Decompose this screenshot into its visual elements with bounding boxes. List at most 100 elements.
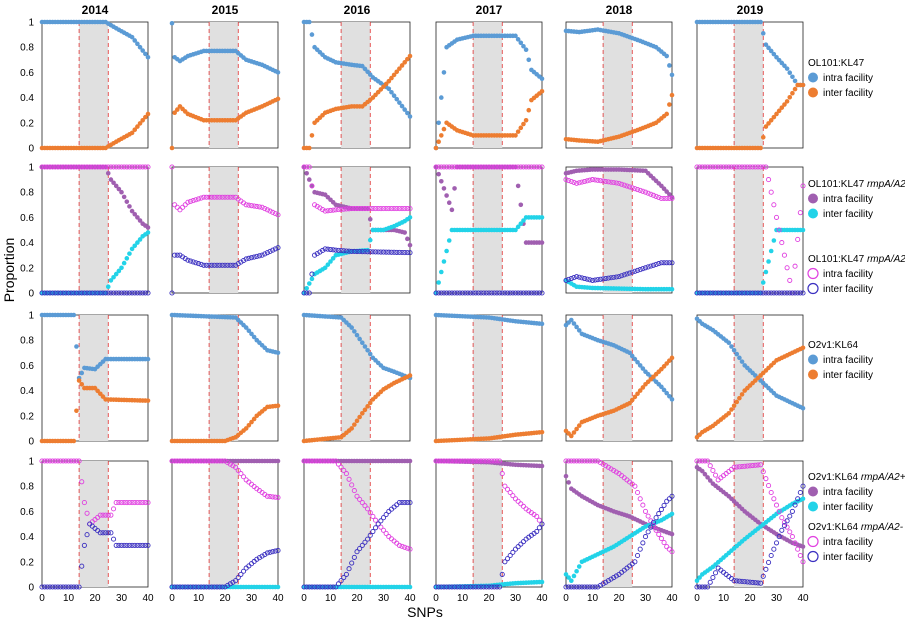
data-point-inter_minus (624, 271, 630, 277)
data-point-intra_minus (343, 471, 349, 477)
data-point-intra_minus (145, 164, 151, 170)
data-point-inter_minus (653, 515, 659, 521)
data-point-intra_minus (718, 164, 724, 170)
data-point-inter_minus (68, 290, 74, 296)
data-point-intra_minus (399, 206, 405, 212)
data-point-intra (521, 43, 526, 49)
data-point-inter_minus (58, 584, 64, 590)
data-point-intra (394, 96, 400, 102)
data-point-intra_minus (359, 500, 365, 506)
data-point-inter_minus (301, 584, 307, 590)
data-point-inter_plus (124, 256, 130, 261)
data-point-intra_minus (129, 500, 135, 506)
data-point-intra_minus (728, 164, 735, 170)
data-point-intra_minus (63, 458, 69, 464)
data-point-inter_minus (301, 290, 307, 296)
data-point-intra (518, 40, 524, 46)
data-point-inter_minus (739, 290, 745, 296)
data-point-inter_minus (494, 290, 500, 296)
data-point-intra_minus (787, 277, 793, 283)
legend-label: intra facility (823, 487, 873, 498)
data-point-inter_minus (454, 584, 460, 590)
data-point-inter (129, 130, 135, 136)
data-point-inter_minus (451, 584, 458, 590)
x-tick-label: 40 (797, 593, 809, 604)
data-point-inter_minus (539, 290, 545, 296)
data-point-inter_minus (254, 253, 260, 260)
data-point-intra_minus (497, 164, 503, 170)
data-point-intra (576, 328, 582, 333)
data-point-inter_plus (113, 271, 119, 277)
data-point-inter_minus (515, 544, 521, 550)
data-point-intra_minus (475, 458, 481, 464)
data-point-inter_minus (795, 290, 801, 296)
panel-3-2016: 0 10 20 30 40 (301, 458, 416, 604)
data-point-inter_minus (781, 523, 788, 529)
data-point-inter_minus (116, 290, 122, 296)
data-point-intra_minus (446, 164, 452, 170)
data-point-intra_minus (629, 185, 635, 191)
data-point-intra_minus (267, 494, 273, 500)
panel-1-2014: 0 0.2 0.4 0.6 0.8 1 (20, 163, 151, 300)
data-point-inter_minus (648, 263, 654, 269)
data-point-intra_minus (449, 458, 455, 464)
data-point-inter_minus (658, 506, 664, 513)
data-point-inter_minus (214, 262, 220, 268)
data-point-inter_minus (262, 552, 268, 558)
data-point-inter_minus (351, 248, 357, 255)
data-point-intra_minus (789, 534, 795, 540)
data-point-inter_minus (402, 250, 408, 256)
data-point-inter_minus (499, 290, 505, 296)
data-point-inter_plus (697, 575, 702, 580)
data-point-intra_minus (707, 463, 713, 469)
data-point-intra_minus (619, 181, 625, 187)
data-point-intra_minus (55, 164, 61, 170)
data-point-inter_minus (145, 542, 151, 548)
data-point-intra_minus (763, 164, 769, 170)
x-tick-label: 0 (39, 593, 45, 604)
data-point-intra (79, 370, 85, 376)
legend-title: OL101:KL47 rmpA/A2+ (808, 179, 905, 190)
data-point-inter_minus (491, 290, 497, 296)
data-point-intra_minus (563, 177, 569, 183)
data-point-intra_minus (225, 460, 231, 466)
data-point-inter_minus (579, 275, 585, 281)
data-point-intra (539, 76, 545, 81)
data-point-intra_minus (779, 515, 785, 521)
data-point-inter_minus (335, 581, 342, 587)
data-point-inter_minus (536, 525, 542, 531)
data-point-intra_minus (63, 164, 69, 170)
data-point-inter_minus (317, 249, 323, 255)
data-point-intra_minus (42, 458, 48, 464)
data-point-intra_plus (129, 208, 135, 214)
data-point-intra_minus (246, 202, 252, 208)
data-point-inter_plus (145, 230, 151, 235)
x-tick-label: 0 (694, 593, 700, 604)
data-point-inter (521, 121, 526, 127)
data-point-inter_minus (129, 542, 135, 548)
data-point-intra_minus (744, 164, 750, 170)
data-point-inter_minus (222, 262, 228, 268)
data-point-intra_minus (491, 164, 497, 170)
data-point-inter_plus (563, 572, 569, 577)
data-point-intra_minus (81, 164, 87, 170)
data-point-intra_minus (645, 190, 651, 196)
data-point-intra_minus (576, 458, 582, 464)
data-point-intra_plus (105, 171, 111, 176)
data-point-inter_minus (497, 584, 503, 590)
data-point-intra_minus (613, 469, 619, 475)
data-point-intra_minus (438, 164, 444, 170)
legend-marker-intra_plus (808, 193, 818, 204)
data-point-intra_minus (507, 164, 513, 170)
data-point-intra_minus (132, 500, 138, 506)
data-point-intra (436, 120, 441, 126)
data-point-inter_minus (227, 262, 233, 268)
data-point-intra_minus (576, 180, 582, 186)
data-point-inter_minus (354, 248, 360, 255)
legend-marker-inter (808, 87, 818, 98)
data-point-intra_minus (180, 458, 186, 464)
data-point-intra_minus (603, 178, 609, 185)
data-point-inter_minus (449, 290, 455, 296)
data-point-inter_minus (97, 290, 103, 296)
data-point-intra_minus (193, 197, 199, 203)
